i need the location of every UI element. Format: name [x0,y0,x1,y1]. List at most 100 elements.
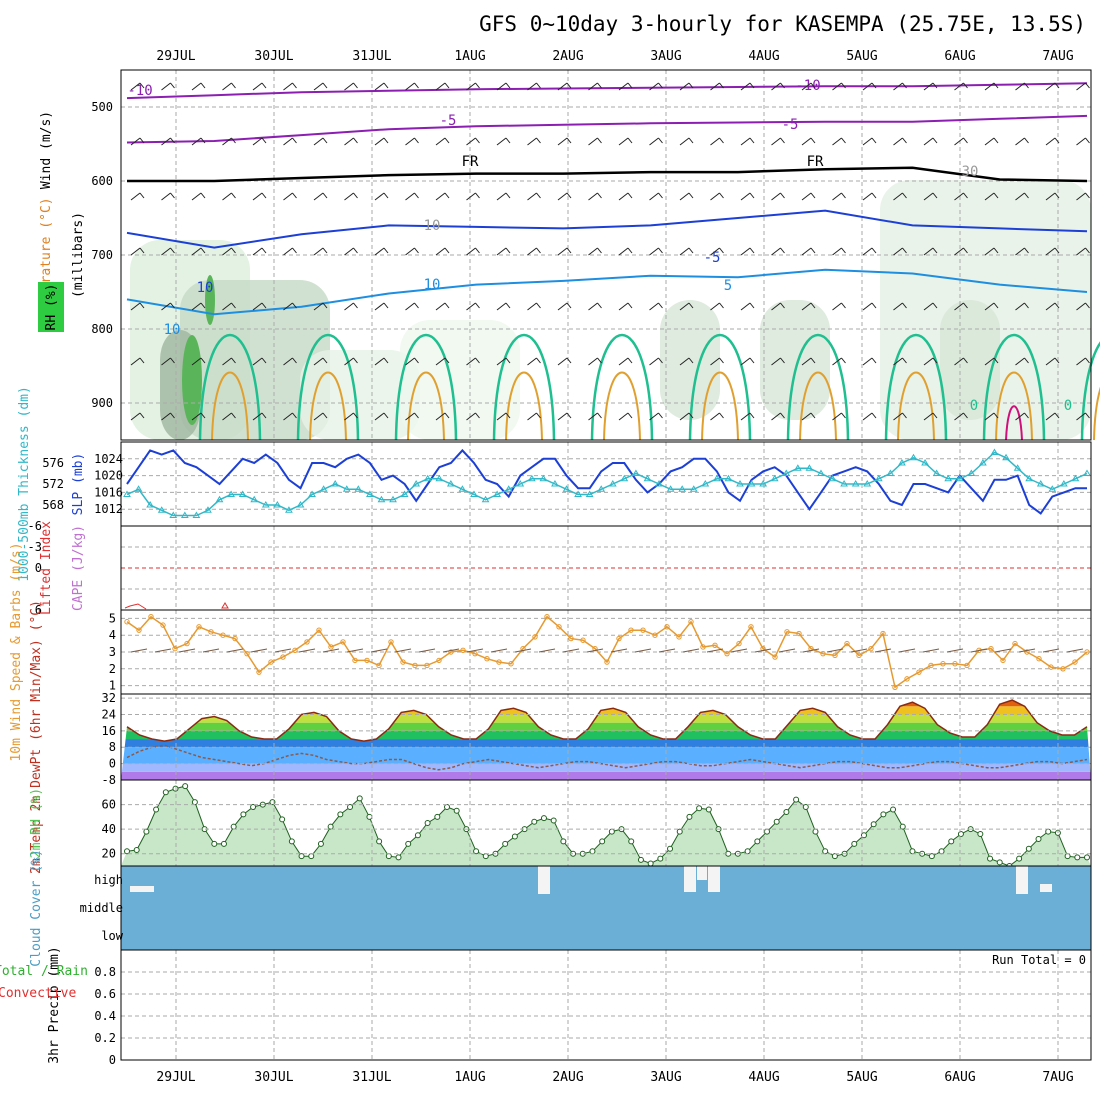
thickness-marker [655,480,663,487]
wind-barb [252,82,263,91]
wind-barb [597,412,602,419]
wind-barb [649,137,659,146]
wind-barb [993,357,999,364]
wind-barb [536,247,541,254]
wind-barb [810,137,816,144]
wind-barb [1054,412,1060,419]
wind-speed-marker [184,640,190,647]
wind-barb [566,302,572,309]
wind-barb [536,357,541,364]
cloud-gap [697,866,707,880]
wind-barb [557,137,568,146]
wind-barb [649,192,659,201]
wind-speed-marker [952,661,958,667]
wind-barb [353,302,358,309]
isotherm-warm-core [1093,386,1100,441]
wind-barb [130,247,141,256]
wind-speed-marker [568,635,574,642]
wind-barb [862,192,873,201]
wind-barb [597,302,602,309]
rh2m-marker [628,838,635,845]
isotherm-warm-tongue [982,334,1046,441]
wind-barb [130,192,141,201]
wind-barb [444,137,450,144]
thickness-marker [597,485,606,492]
wind-barb [222,302,232,311]
rh2m-marker [987,855,994,862]
wind-barb [893,302,903,311]
wind-barb [627,302,633,309]
wind-barb [932,192,938,199]
wind-barb [435,137,446,146]
wind-barb [231,247,236,254]
rh2m-marker [608,828,615,835]
thickness-marker [551,480,559,487]
isotherm-warm-tongue [786,334,850,441]
wind-barb [963,137,968,144]
wind-barb [801,302,812,311]
wind-barb [710,82,720,91]
thickness-marker [1025,474,1034,482]
wind-barb [771,302,781,311]
wind-barb [405,302,415,311]
wind-barb [414,247,419,254]
isotherm-warm-core [407,371,445,441]
wind-barb [283,247,293,256]
wind-barb [923,412,934,421]
wind-barb [527,357,537,366]
date-label-top: 1AUG [454,49,485,64]
wind-barb [719,302,724,309]
wind-barb-10m [946,648,964,653]
wind-barb [200,412,206,419]
wind-barb [597,247,602,254]
wind-barb [893,192,903,201]
thickness-marker [932,469,941,476]
wind-speed-marker [340,639,346,645]
wind-barb [414,357,419,364]
wind-barb [313,137,324,146]
wind-barb [984,247,995,256]
wind-barb [871,357,877,364]
rh2m-marker [317,840,324,847]
wind-barb [1045,302,1056,311]
wind-barb [832,82,842,91]
rh2m-marker [851,840,858,847]
wind-barb [313,357,324,366]
contour-label: 30 [962,164,979,180]
wind-barb [475,302,480,309]
thickness-marker [446,480,455,487]
wind-barb [740,357,751,366]
wind-speed-marker [1012,640,1018,647]
wind-speed-marker [604,659,610,665]
wind-barb [505,192,511,199]
wind-barb [405,82,415,91]
wind-barb [283,82,293,91]
wind-barb [222,412,232,421]
wind-barb [313,192,324,201]
wind-barb [618,247,629,256]
wind-speed-marker [1000,657,1006,664]
wind-barb [1024,82,1029,89]
wind-barb [658,357,663,364]
thickness-marker [377,495,386,503]
isotherm-warm-core [799,371,837,441]
wind-speed-marker [136,627,142,633]
thickness-marker [204,506,212,513]
cloud-gap [538,866,550,894]
wind-speed-marker [988,645,994,652]
wind-barb [383,357,389,364]
contour-label: -5 [440,113,457,129]
rh2m-marker [686,813,693,820]
wind-barb [252,137,263,146]
rh2m-marker [676,828,683,835]
wind-barb [780,137,785,144]
wind-barb [444,247,450,254]
precip-tick-label: 0.6 [94,987,116,1001]
temp-band [121,747,1091,764]
wind-speed-marker [328,644,334,650]
slp-axis-label: SLP (mb) [71,453,86,516]
wind-barb [252,302,263,311]
thickness-marker [747,480,756,487]
wind-barb [435,302,446,311]
wind-barb [557,247,568,256]
